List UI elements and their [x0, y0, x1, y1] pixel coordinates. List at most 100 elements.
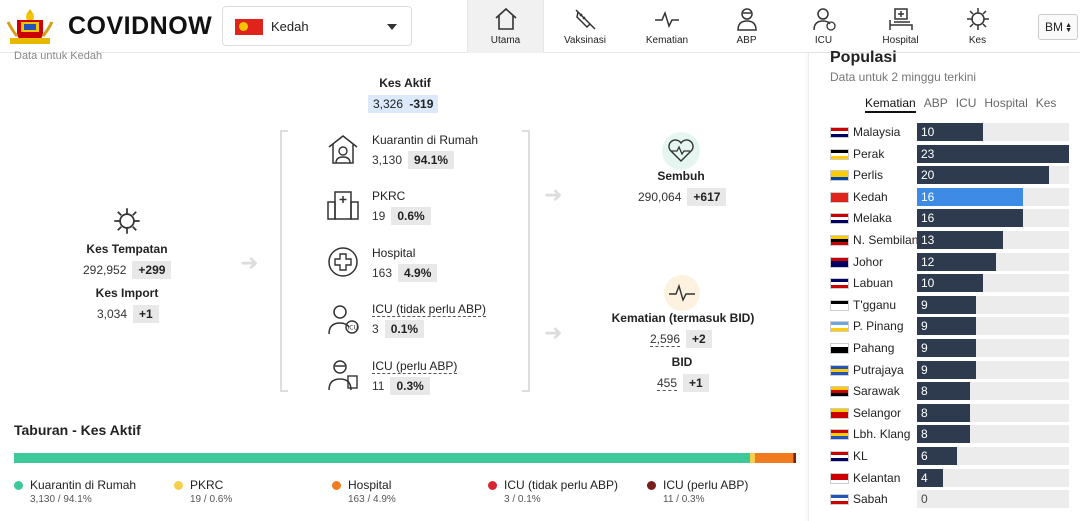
state-flag-icon — [830, 213, 849, 225]
legend-detail: 11 / 0.3% — [663, 494, 705, 505]
ranking-bar-track: 8 — [917, 425, 1069, 444]
category-value: 3,130 — [372, 153, 403, 167]
flow-arrow-icon: ➜ — [240, 250, 259, 275]
pulse-icon — [655, 10, 679, 29]
category-pct: 94.1% — [408, 151, 455, 169]
distribution-segment[interactable] — [754, 453, 793, 463]
distribution-bar — [14, 453, 796, 463]
ranking-row[interactable]: Perak 23 — [809, 143, 1080, 165]
category-name: Hospital — [372, 246, 416, 260]
ranking-tab[interactable]: Kes — [1035, 96, 1057, 110]
ranking-tab[interactable]: ABP — [923, 96, 948, 110]
state-flag-icon — [830, 342, 849, 354]
ranking-state-name: Kelantan — [853, 470, 901, 485]
legend-name: Hospital — [348, 478, 392, 492]
state-flag-icon — [830, 472, 849, 484]
nav-icu[interactable]: ICU — [785, 0, 862, 53]
ranking-bar-track: 4 — [917, 468, 1069, 487]
ranking-bar-track: 0 — [917, 490, 1069, 509]
ranking-bar-fill — [917, 123, 984, 141]
distribution-segment[interactable] — [792, 453, 794, 463]
syringe-icon — [575, 9, 596, 30]
ranking-row[interactable]: Sarawak 8 — [809, 380, 1080, 402]
bid-label: BID — [671, 355, 693, 369]
heart-pulse-icon — [662, 132, 700, 170]
ranking-bar-track: 9 — [917, 317, 1069, 336]
ranking-state-name: Perak — [853, 146, 885, 161]
ranking-row[interactable]: Sabah 0 — [809, 488, 1080, 510]
import-cases-label: Kes Import — [95, 286, 159, 300]
ranking-value: 9 — [921, 340, 928, 355]
flow-arrow-icon: ➜ — [544, 320, 563, 345]
category-name-text[interactable]: ICU (perlu ABP) — [372, 359, 458, 374]
category-name: PKRC — [372, 189, 406, 203]
virus-icon — [114, 208, 140, 234]
nav-utama[interactable]: Utama — [467, 0, 544, 53]
category-name-text[interactable]: ICU (tidak perlu ABP) — [372, 302, 487, 317]
ranking-bar-track: 23 — [917, 144, 1069, 163]
nav-label: Kes — [968, 35, 987, 46]
language-select[interactable]: BM ▲ ▼ — [1038, 14, 1078, 40]
ranking-row[interactable]: Johor 12 — [809, 251, 1080, 273]
ranking-row[interactable]: Putrajaya 9 — [809, 359, 1080, 381]
ranking-state-name: Sarawak — [853, 384, 900, 399]
ranking-bar-track: 12 — [917, 252, 1069, 271]
nav-abp[interactable]: ABP — [708, 0, 785, 53]
nav-kematian[interactable]: Kematian — [626, 0, 708, 53]
ranking-row[interactable]: Lbh. Klang 8 — [809, 423, 1080, 445]
category-stat: 11 0.3% — [372, 377, 430, 395]
state-flag-icon — [830, 494, 849, 506]
ranking-list: Malaysia 10 Perak 23 Perlis 20 Kedah 16 Melaka 16… — [809, 121, 1080, 510]
bid-value[interactable]: 455 — [657, 376, 678, 391]
local-cases-value: 292,952 — [83, 263, 127, 277]
ranking-bar-track: 20 — [917, 166, 1069, 185]
ranking-bar-track: 9 — [917, 338, 1069, 357]
nav-hospital[interactable]: Hospital — [862, 0, 939, 53]
nav-vaksinasi[interactable]: Vaksinasi — [544, 0, 626, 53]
category-value: 19 — [372, 209, 386, 223]
distribution-segment[interactable] — [749, 453, 755, 463]
state-select[interactable]: Kedah — [222, 6, 412, 46]
local-cases-label: Kes Tempatan — [86, 242, 168, 256]
brand-title[interactable]: COVIDNOW — [68, 12, 213, 40]
ranking-row[interactable]: P. Pinang 9 — [809, 315, 1080, 337]
updown-caret-icon: ▲ ▼ — [1065, 22, 1072, 34]
ranking-tab[interactable]: Hospital — [984, 96, 1028, 110]
ranking-value: 9 — [921, 319, 928, 334]
ranking-title: Populasi — [830, 49, 897, 66]
ranking-row[interactable]: Kelantan 4 — [809, 467, 1080, 489]
recovered-change: +617 — [687, 188, 727, 206]
distribution-segment[interactable] — [793, 453, 796, 463]
state-flag-icon — [830, 429, 849, 441]
ranking-bar-track: 8 — [917, 382, 1069, 401]
ranking-row[interactable]: Labuan 10 — [809, 272, 1080, 294]
coat-of-arms-logo[interactable] — [4, 6, 56, 46]
deaths-value[interactable]: 2,596 — [650, 332, 681, 347]
category-pct: 0.3% — [390, 377, 430, 395]
ranking-tab[interactable]: Kematian — [865, 96, 916, 113]
ranking-value: 16 — [921, 189, 935, 204]
distribution-segment[interactable] — [14, 453, 750, 463]
ranking-row[interactable]: Malaysia 10 — [809, 121, 1080, 143]
ranking-state-name: P. Pinang — [853, 319, 904, 334]
ranking-state-name: Putrajaya — [853, 362, 904, 377]
state-flag-icon — [830, 321, 849, 333]
nav-kes[interactable]: Kes — [939, 0, 1016, 53]
state-flag-icon — [830, 256, 849, 268]
legend-name: ICU (perlu ABP) — [663, 478, 749, 492]
category-stat: 3 0.1% — [372, 320, 425, 338]
ranking-row[interactable]: KL 6 — [809, 445, 1080, 467]
category-stat: 163 4.9% — [372, 264, 438, 282]
ranking-row[interactable]: Kedah 16 — [809, 186, 1080, 208]
state-flag-icon — [830, 364, 849, 376]
ranking-row[interactable]: T'gganu 9 — [809, 294, 1080, 316]
ranking-tab[interactable]: ICU — [955, 96, 977, 110]
ranking-state-name: Pahang — [853, 340, 895, 355]
ranking-row[interactable]: Melaka 16 — [809, 207, 1080, 229]
ranking-row[interactable]: Perlis 20 — [809, 164, 1080, 186]
ranking-row[interactable]: N. Sembilan 13 — [809, 229, 1080, 251]
ranking-row[interactable]: Selangor 8 — [809, 402, 1080, 424]
ranking-tabs: Kematian ABP ICU Hospital Kes — [865, 96, 1056, 113]
ranking-row[interactable]: Pahang 9 — [809, 337, 1080, 359]
ranking-state-name: Selangor — [853, 405, 902, 420]
